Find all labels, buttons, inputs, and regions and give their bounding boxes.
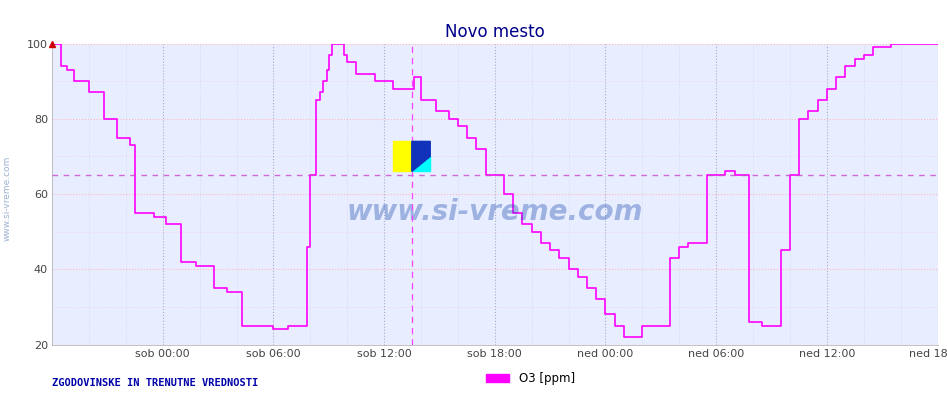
Text: www.si-vreme.com: www.si-vreme.com: [347, 198, 643, 226]
Polygon shape: [412, 141, 430, 171]
Title: Novo mesto: Novo mesto: [445, 23, 545, 41]
Legend: O3 [ppm]: O3 [ppm]: [481, 367, 580, 390]
Text: www.si-vreme.com: www.si-vreme.com: [3, 155, 12, 241]
Text: ZGODOVINSKE IN TRENUTNE VREDNOSTI: ZGODOVINSKE IN TRENUTNE VREDNOSTI: [52, 378, 259, 388]
Polygon shape: [412, 156, 430, 171]
Bar: [393, 141, 412, 171]
